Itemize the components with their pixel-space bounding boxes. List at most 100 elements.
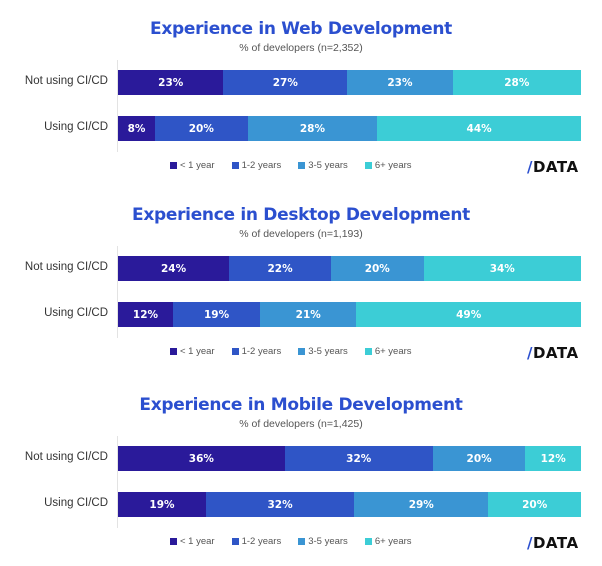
bar-segment[interactable]: 29% [354, 492, 489, 517]
chart-title: Experience in Mobile Development [139, 395, 463, 415]
bar-segment[interactable]: 49% [356, 302, 581, 327]
stacked-bar: 36% 32% 20% 12% [118, 446, 581, 471]
bar-segment[interactable]: 27% [223, 70, 348, 95]
category-label: Not using CI/CD [24, 451, 108, 463]
legend-item[interactable]: 1-2 years [231, 346, 282, 357]
logo-slash-icon: / [527, 344, 533, 362]
legend: < 1 year 1-2 years 3-5 years 6+ years [170, 536, 429, 547]
data-label: 28% [299, 122, 325, 135]
y-axis-line [117, 246, 118, 338]
data-logo: /DATA [527, 534, 579, 552]
stacked-bar: 24% 22% 20% 34% [118, 256, 581, 281]
legend-item[interactable]: 1-2 years [231, 536, 282, 547]
bar-segment[interactable]: 28% [452, 70, 581, 95]
logo-text: DATA [532, 344, 579, 362]
category-label: Using CI/CD [44, 121, 108, 133]
chart-panel: Experience in Mobile Development % of dev… [0, 376, 602, 566]
chart-panel: Experience in Desktop Development % of de… [0, 186, 602, 376]
legend-swatch [170, 162, 177, 169]
legend-label: 1-2 years [241, 160, 282, 171]
category-label: Using CI/CD [44, 307, 108, 319]
legend-item[interactable]: 6+ years [364, 160, 412, 171]
legend-label: 1-2 years [241, 346, 282, 357]
legend-swatch [298, 538, 306, 545]
data-label: 24% [160, 262, 187, 275]
data-label: 44% [466, 122, 492, 135]
bar-segment[interactable]: 36% [118, 446, 285, 471]
chart-subtitle: % of developers (n=2,352) [239, 42, 363, 54]
y-axis-line [117, 60, 118, 152]
data-logo: /DATA [527, 158, 579, 176]
legend-label: 6+ years [374, 160, 412, 171]
legend-label: 1-2 years [241, 536, 282, 547]
data-label: 32% [267, 498, 293, 511]
data-label: 22% [267, 262, 293, 275]
bar-segment[interactable]: 20% [330, 256, 424, 281]
data-label: 32% [346, 452, 372, 465]
legend: < 1 year 1-2 years 3-5 years 6+ years [170, 346, 429, 357]
legend-item[interactable]: 3-5 years [298, 346, 348, 357]
bar-segment[interactable]: 23% [347, 70, 453, 95]
legend-label: < 1 year [180, 536, 215, 547]
legend-item[interactable]: < 1 year [170, 160, 215, 171]
chart-title: Experience in Web Development [150, 19, 452, 39]
bar-segment[interactable]: 34% [423, 256, 581, 281]
data-label: 19% [203, 308, 230, 321]
legend-item[interactable]: < 1 year [170, 346, 215, 357]
bar-segment[interactable]: 28% [247, 116, 378, 141]
data-label: 28% [504, 76, 530, 89]
data-logo: /DATA [527, 344, 579, 362]
legend-label: 3-5 years [308, 160, 348, 171]
data-label: 23% [158, 76, 184, 89]
bar-segment[interactable]: 23% [118, 70, 224, 95]
legend-item[interactable]: 3-5 years [298, 536, 348, 547]
legend-label: 6+ years [374, 536, 412, 547]
data-label: 8% [127, 122, 146, 135]
legend-item[interactable]: < 1 year [170, 536, 215, 547]
legend-item[interactable]: 1-2 years [231, 160, 282, 171]
bar-segment[interactable]: 21% [260, 302, 357, 327]
bar-segment[interactable]: 8% [118, 116, 156, 141]
bar-segment[interactable]: 24% [118, 256, 230, 281]
category-label: Not using CI/CD [24, 75, 108, 87]
data-label: 21% [295, 308, 321, 321]
bar-segment[interactable]: 19% [118, 492, 206, 517]
logo-text: DATA [532, 534, 579, 552]
data-label: 34% [489, 262, 515, 275]
logo-text: DATA [532, 158, 579, 176]
bar-segment[interactable]: 20% [488, 492, 581, 517]
bar-segment[interactable]: 32% [284, 446, 433, 471]
legend-swatch [231, 538, 239, 545]
legend-swatch [298, 348, 306, 355]
legend-swatch [170, 538, 177, 545]
bar-segment[interactable]: 20% [155, 116, 248, 141]
logo-slash-icon: / [527, 158, 533, 176]
data-label: 49% [456, 308, 482, 321]
stacked-bar: 23% 27% 23% 28% [118, 70, 581, 95]
bar-segment[interactable]: 44% [377, 116, 581, 141]
data-label: 12% [540, 452, 566, 465]
bar-segment[interactable]: 20% [432, 446, 526, 471]
legend-item[interactable]: 3-5 years [298, 160, 348, 171]
legend-label: 3-5 years [308, 346, 348, 357]
legend: < 1 year 1-2 years 3-5 years 6+ years [170, 160, 429, 171]
legend-swatch [364, 538, 372, 545]
legend-item[interactable]: 6+ years [364, 536, 412, 547]
data-label: 36% [188, 452, 214, 465]
y-axis-line [117, 436, 118, 528]
bar-segment[interactable]: 12% [118, 302, 173, 327]
stacked-bar: 19% 32% 29% 20% [118, 492, 581, 517]
chart-subtitle: % of developers (n=1,425) [239, 418, 363, 430]
category-label: Using CI/CD [44, 497, 108, 509]
bar-segment[interactable]: 19% [173, 302, 261, 327]
data-label: 19% [149, 498, 175, 511]
legend-item[interactable]: 6+ years [364, 346, 412, 357]
legend-swatch [364, 348, 372, 355]
legend-swatch [231, 162, 239, 169]
data-label: 20% [522, 498, 548, 511]
legend-swatch [298, 162, 306, 169]
bar-segment[interactable]: 22% [229, 256, 331, 281]
bar-segment[interactable]: 12% [525, 446, 581, 471]
bar-segment[interactable]: 32% [205, 492, 355, 517]
data-label: 12% [132, 308, 159, 321]
